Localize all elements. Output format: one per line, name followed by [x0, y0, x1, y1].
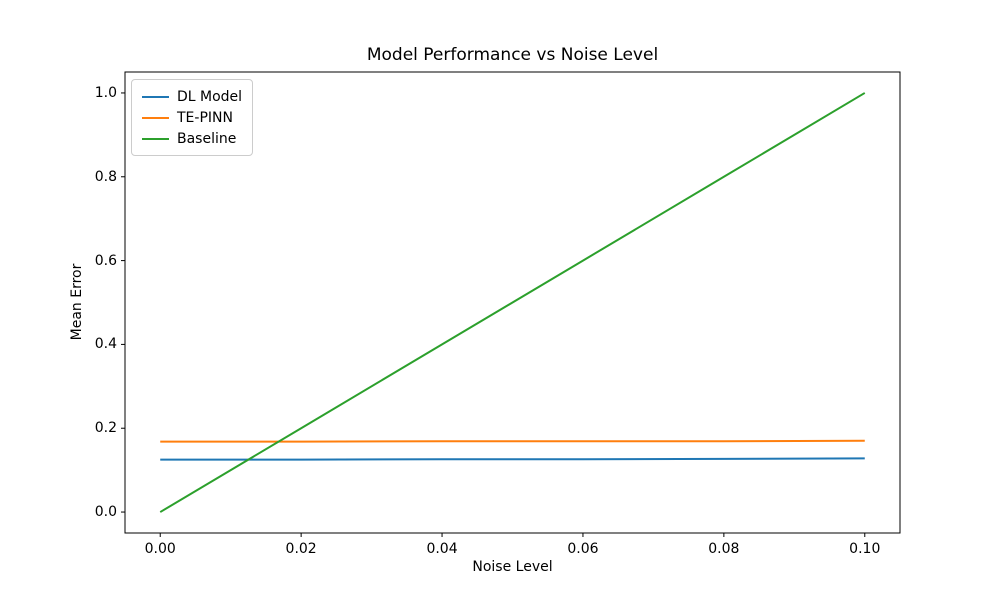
- y-tick-label: 0.0: [94, 504, 117, 521]
- legend-item-te-pinn: TE-PINN: [142, 107, 242, 128]
- x-tick-label: 0.04: [426, 541, 458, 557]
- legend-line-swatch: [142, 116, 169, 119]
- axes-frame: [124, 71, 901, 534]
- legend-label: DL Model: [177, 88, 243, 105]
- y-tick-label: 0.8: [94, 168, 117, 185]
- x-tick-label: 0.10: [849, 541, 881, 557]
- legend-label: Baseline: [177, 130, 237, 147]
- x-tick-label: 0.02: [285, 541, 317, 557]
- legend-item-baseline: Baseline: [142, 128, 242, 149]
- series-line-baseline: [159, 92, 866, 513]
- y-tick-label: 1.0: [94, 84, 117, 101]
- y-tick-label: 0.2: [94, 420, 117, 437]
- legend-label: TE-PINN: [177, 109, 233, 126]
- series-line-te-pinn: [160, 439, 865, 443]
- legend-item-dl-model: DL Model: [142, 86, 242, 107]
- x-tick-label: 0.06: [567, 541, 599, 557]
- y-tick-label: 0.4: [94, 336, 117, 353]
- x-tick-label: 0.00: [144, 541, 176, 557]
- y-tick-label: 0.6: [94, 252, 117, 269]
- legend-line-swatch: [142, 95, 169, 98]
- y-axis-label: Mean Error: [69, 263, 85, 341]
- x-tick-label: 0.08: [708, 541, 740, 557]
- chart-title: Model Performance vs Noise Level: [366, 45, 659, 65]
- series-line-dl-model: [160, 457, 865, 461]
- x-axis-label: Noise Level: [472, 559, 553, 575]
- legend-line-swatch: [142, 137, 169, 140]
- legend: DL Model TE-PINN Baseline: [131, 79, 254, 156]
